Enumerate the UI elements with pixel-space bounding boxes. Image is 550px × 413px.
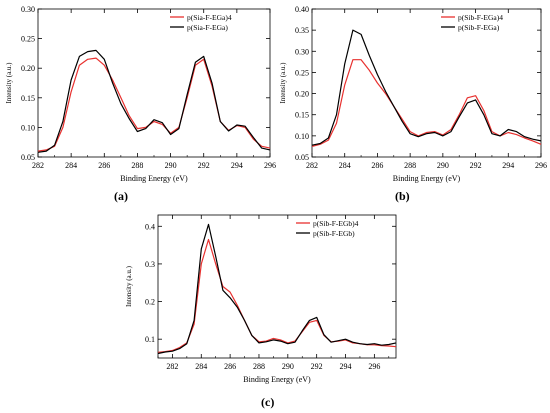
x-tick-label-a-7: 296 xyxy=(264,161,276,170)
panel-label-a: (a) xyxy=(114,189,128,203)
x-tick-label-a-4: 290 xyxy=(165,161,177,170)
chart-panel-b: 282 284 286 288 290 292 294 296 0.05 0.10 0.15 0.20… xyxy=(279,5,547,183)
plot-frame-b xyxy=(311,8,542,158)
x-tick-label-c-2: 286 xyxy=(224,362,236,371)
y-tick-label-b-0: 0.05 xyxy=(295,153,309,162)
x-tick-label-b-5: 292 xyxy=(470,161,482,170)
series-line-b-1 xyxy=(311,29,542,146)
plot-frame-a xyxy=(37,8,271,158)
x-tick-label-a-5: 292 xyxy=(198,161,210,170)
y-axis-label-b: Intensity (a.u.) xyxy=(279,62,287,104)
x-tick-label-c-6: 294 xyxy=(340,362,352,371)
x-tick-label-b-1: 284 xyxy=(339,161,351,170)
y-tick-label-b-2: 0.15 xyxy=(295,111,309,120)
x-tick-label-c-3: 288 xyxy=(253,362,265,371)
y-tick-label-c-0: 0.1 xyxy=(145,335,155,344)
y-tick-label-b-3: 0.20 xyxy=(295,90,309,99)
y-axis-label-a: Intensity (a.u.) xyxy=(5,62,13,104)
panel-label-c: (c) xyxy=(261,395,275,409)
x-axis-label-b: Binding Energy (eV) xyxy=(393,174,461,183)
x-tick-label-a-3: 288 xyxy=(131,161,143,170)
series-line-a-1 xyxy=(37,49,271,153)
x-tick-label-a-0: 282 xyxy=(32,161,44,170)
x-tick-label-a-1: 284 xyxy=(65,161,77,170)
plot-frame-c xyxy=(157,214,397,359)
y-tick-label-a-0: 0.05 xyxy=(21,153,35,162)
x-tick-label-c-1: 284 xyxy=(195,362,207,371)
legend-label-a-1: p(Sia-F-EGa) xyxy=(187,23,228,32)
y-tick-label-c-3: 0.4 xyxy=(145,222,155,231)
y-tick-label-b-1: 0.10 xyxy=(295,132,309,141)
x-tick-label-a-2: 286 xyxy=(98,161,110,170)
legend-label-c-1: p(Sib-F-EGb) xyxy=(313,229,355,238)
y-tick-label-c-1: 0.2 xyxy=(145,298,155,307)
x-axis-label-c: Binding Energy (eV) xyxy=(243,375,311,384)
x-tick-label-b-0: 282 xyxy=(306,161,318,170)
y-tick-label-a-3: 0.20 xyxy=(21,64,35,73)
legend-label-b-1: p(Sib-F-EGa) xyxy=(458,23,500,32)
chart-panel-c: 282 284 286 288 290 292 294 296 0.1 0.2 0.3 0.4 Bind… xyxy=(125,214,397,384)
x-tick-label-b-4: 290 xyxy=(437,161,449,170)
x-tick-label-b-2: 286 xyxy=(371,161,383,170)
x-axis-label-a: Binding Energy (eV) xyxy=(120,174,188,183)
y-tick-label-c-2: 0.3 xyxy=(145,260,155,269)
y-tick-label-a-4: 0.25 xyxy=(21,35,35,44)
x-tick-label-b-7: 296 xyxy=(535,161,547,170)
x-tick-label-b-3: 288 xyxy=(404,161,416,170)
legend-label-b-0: p(Sib-F-EGa)4 xyxy=(458,13,503,22)
y-tick-label-b-6: 0.35 xyxy=(295,26,309,35)
y-tick-label-b-7: 0.40 xyxy=(295,5,309,14)
y-axis-label-c: Intensity (a.u.) xyxy=(125,265,133,307)
y-tick-label-b-4: 0.25 xyxy=(295,68,309,77)
panel-label-b: (b) xyxy=(395,189,410,203)
y-tick-label-a-5: 0.30 xyxy=(21,5,35,14)
legend-label-a-0: p(Sia-F-EGa)4 xyxy=(187,13,232,22)
series-line-b-0 xyxy=(311,59,542,147)
x-tick-label-b-6: 294 xyxy=(502,161,514,170)
x-tick-label-c-5: 292 xyxy=(311,362,323,371)
x-tick-label-a-6: 294 xyxy=(231,161,243,170)
series-line-c-0 xyxy=(157,238,397,353)
y-tick-label-b-5: 0.30 xyxy=(295,47,309,56)
y-tick-label-a-1: 0.10 xyxy=(21,123,35,132)
chart-panel-a: 282 284 286 288 290 292 294 296 0.05 0.10 0.15 0.20… xyxy=(5,5,276,183)
x-tick-label-c-4: 290 xyxy=(282,362,294,371)
y-tick-label-a-2: 0.15 xyxy=(21,94,35,103)
legend-label-c-0: p(Sib-F-EGb)4 xyxy=(313,219,359,228)
x-tick-label-c-7: 296 xyxy=(368,362,380,371)
series-line-c-1 xyxy=(157,223,397,355)
series-line-a-0 xyxy=(37,57,271,152)
x-tick-label-c-0: 282 xyxy=(166,362,178,371)
